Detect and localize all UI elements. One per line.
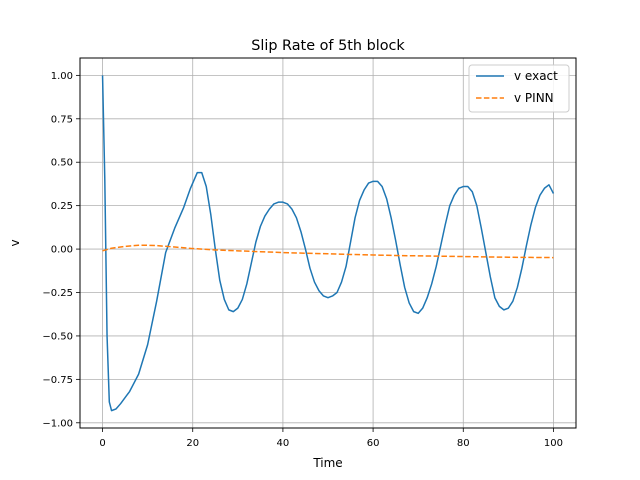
axes-frame [79, 57, 577, 429]
x-axis-label: Time [312, 456, 342, 470]
x-tick-label: 0 [99, 438, 105, 449]
y-tick-label: −1.00 [42, 418, 73, 429]
y-tick-label: −0.75 [42, 375, 73, 386]
legend-label-v-exact: v exact [514, 69, 558, 83]
grid [80, 58, 576, 428]
x-tick-label: 100 [544, 438, 563, 449]
x-axis-ticks: 0 20 40 60 80 100 [99, 428, 563, 449]
y-tick-label: 1.00 [51, 71, 73, 82]
y-tick-label: 0.25 [51, 201, 73, 212]
y-tick-label: 0.50 [51, 158, 73, 169]
x-tick-label: 60 [367, 438, 380, 449]
y-axis-ticks: 1.00 0.75 0.50 0.25 0.00 −0.25 −0.50 −0.75 −1.00 [42, 71, 80, 429]
legend: v exact v PINN [468, 64, 570, 113]
legend-label-v-pinn: v PINN [514, 91, 554, 105]
chart-title: Slip Rate of 5th block [251, 38, 405, 54]
x-tick-label: 20 [186, 438, 199, 449]
plot-series [101, 75, 555, 412]
y-tick-label: −0.50 [42, 331, 73, 342]
y-tick-label: 0.75 [51, 114, 73, 125]
x-tick-label: 80 [457, 438, 470, 449]
y-axis-label: v [8, 239, 22, 246]
series-line-v-exact [101, 75, 555, 412]
y-tick-label: 0.00 [51, 245, 73, 256]
series-line-v-pinn [102, 244, 554, 259]
x-tick-label: 40 [277, 438, 290, 449]
y-tick-label: −0.25 [42, 288, 73, 299]
